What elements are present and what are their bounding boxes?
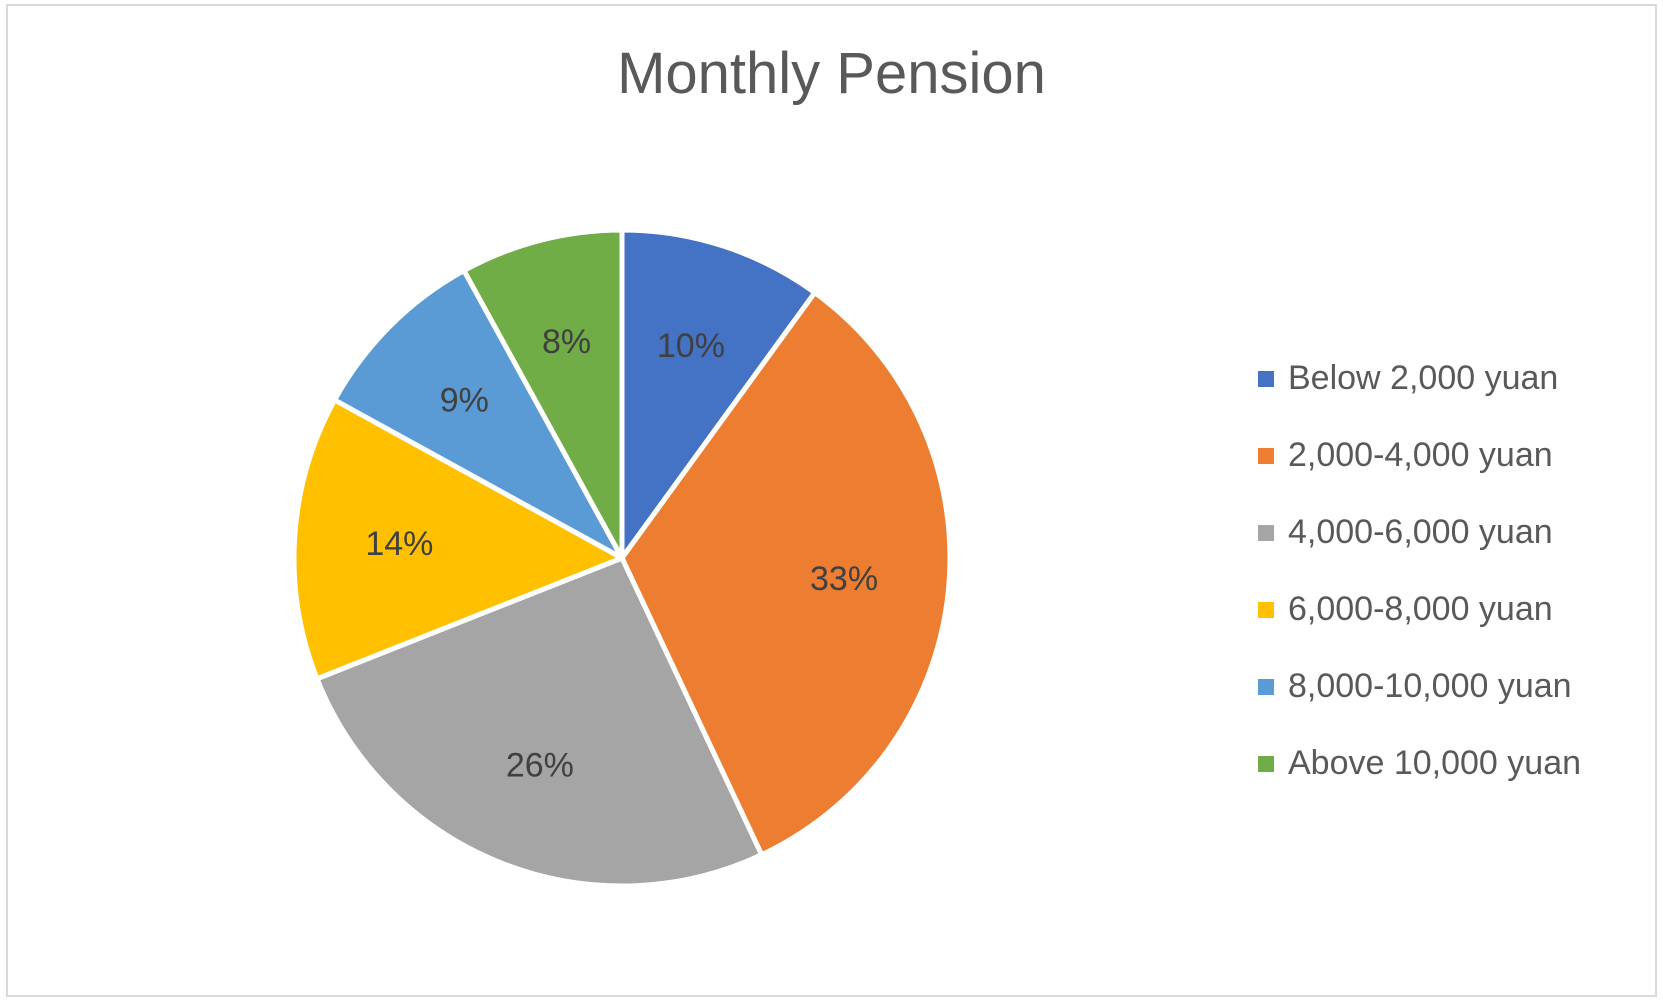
legend-label: 8,000-10,000 yuan [1288, 667, 1572, 705]
legend-label: 4,000-6,000 yuan [1288, 513, 1553, 551]
pie-slice-6-000-8-000-yuan[interactable] [291, 397, 625, 682]
pie-slice-8-000-10-000-yuan[interactable] [332, 268, 625, 561]
data-label-below-2-000-yuan: 10% [657, 327, 725, 365]
legend-label: 6,000-8,000 yuan [1288, 590, 1553, 628]
pie-slice-below-2-000-yuan[interactable] [619, 227, 818, 561]
data-label-8-000-10-000-yuan: 9% [440, 381, 489, 419]
chart-title: Monthly Pension [617, 41, 1046, 106]
legend-swatch [1258, 755, 1274, 772]
data-label-2-000-4-000-yuan: 33% [810, 560, 878, 598]
legend-item-8-000-10-000-yuan[interactable]: 8,000-10,000 yuan [1258, 648, 1658, 725]
legend-label: 2,000-4,000 yuan [1288, 436, 1553, 474]
legend-label: Below 2,000 yuan [1288, 359, 1559, 397]
data-label-4-000-6-000-yuan: 26% [506, 746, 574, 784]
legend-swatch [1258, 524, 1274, 541]
legend-item-below-2-000-yuan[interactable]: Below 2,000 yuan [1258, 340, 1658, 417]
legend-swatch [1258, 370, 1274, 387]
legend-item-2-000-4-000-yuan[interactable]: 2,000-4,000 yuan [1258, 417, 1658, 494]
legend-item-above-10-000-yuan[interactable]: Above 10,000 yuan [1258, 725, 1658, 802]
legend-label: Above 10,000 yuan [1288, 744, 1582, 782]
legend: Below 2,000 yuan 2,000-4,000 yuan 4,000-6,… [1258, 340, 1658, 802]
legend-item-4-000-6-000-yuan[interactable]: 4,000-6,000 yuan [1258, 494, 1658, 571]
legend-swatch [1258, 447, 1274, 464]
pie-slice-above-10-000-yuan[interactable] [461, 227, 625, 561]
pie-slice-2-000-4-000-yuan[interactable] [619, 290, 953, 858]
legend-item-6-000-8-000-yuan[interactable]: 6,000-8,000 yuan [1258, 571, 1658, 648]
legend-swatch [1258, 678, 1274, 695]
pie-slice-4-000-6-000-yuan[interactable] [314, 555, 765, 889]
legend-swatch [1258, 601, 1274, 618]
data-label-6-000-8-000-yuan: 14% [365, 525, 433, 563]
data-label-above-10-000-yuan: 8% [542, 323, 591, 361]
